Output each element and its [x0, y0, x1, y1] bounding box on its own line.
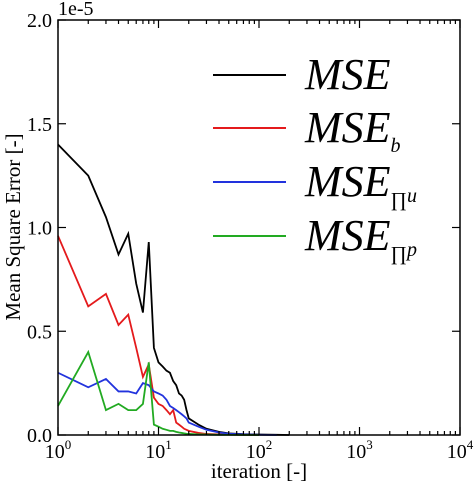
- y-tick-label: 0.0: [27, 425, 52, 447]
- series-line-u: [57, 371, 277, 436]
- series-line-b: [57, 235, 260, 436]
- legend-label: MSE∏u: [304, 157, 417, 211]
- x-tick-label: 103: [346, 437, 373, 463]
- y-axis-title: Mean Square Error [-]: [1, 133, 25, 320]
- legend-label: MSE∏p: [304, 211, 417, 265]
- x-tick-label: 104: [447, 437, 474, 463]
- y-tick-label: 0.5: [27, 321, 52, 343]
- x-tick-label: 100: [45, 437, 72, 463]
- x-axis-title: iteration [-]: [211, 459, 307, 483]
- series-layer: [57, 143, 290, 436]
- y-tick-label: 1.5: [27, 114, 52, 136]
- plot-frame: [57, 19, 461, 436]
- x-tick-label: 102: [246, 437, 273, 463]
- y-tick-label: 1.0: [27, 218, 52, 240]
- legend-label: MSEb: [304, 103, 401, 157]
- y-offset-label: 1e-5: [58, 0, 94, 20]
- x-tick-label: 101: [145, 437, 172, 463]
- tick-layer: 0.0 0.5 1.0 1.5 2.0 100 101 102 103 104: [27, 10, 474, 463]
- y-tick-label: 2.0: [27, 10, 52, 32]
- series-line-total: [57, 143, 290, 436]
- legend-label: MSE: [304, 50, 391, 99]
